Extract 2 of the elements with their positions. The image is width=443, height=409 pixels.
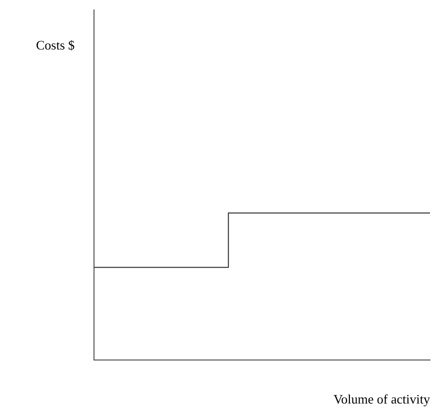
x-axis-title: Volume of activity <box>333 391 430 406</box>
text: Costs $ <box>36 37 76 52</box>
